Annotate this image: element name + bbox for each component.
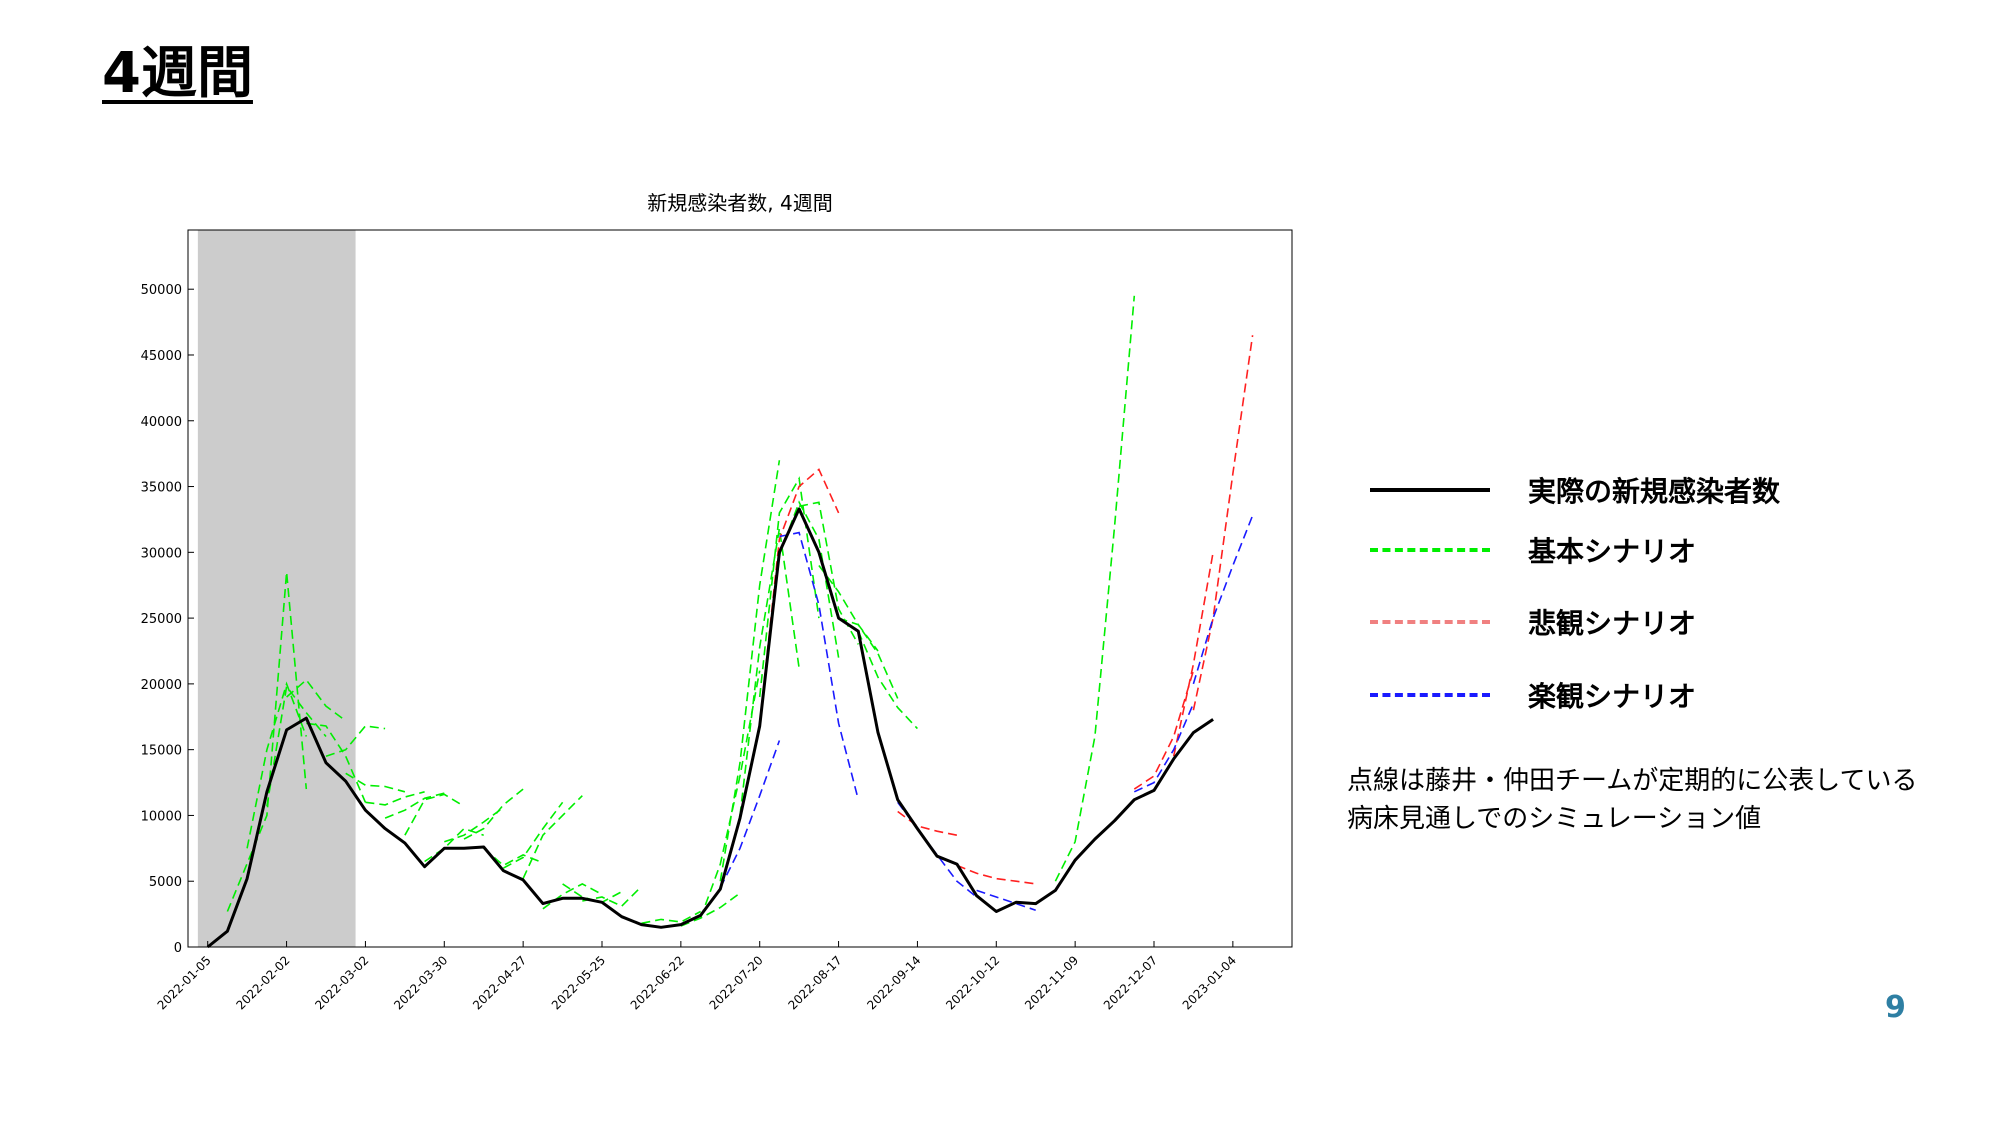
legend-item-actual: 実際の新規感染者数 (1370, 470, 1780, 510)
legend-item-basic: 基本シナリオ (1370, 530, 1696, 570)
y-tick-label: 35000 (141, 481, 182, 496)
series-pessimistic (1133, 670, 1195, 790)
y-tick-label: 15000 (141, 744, 182, 759)
y-tick-label: 0 (174, 941, 182, 956)
series-basic (404, 793, 465, 836)
legend-item-pessimistic: 悲観シナリオ (1370, 602, 1696, 642)
x-tick-label: 2022-08-17 (785, 953, 844, 1012)
y-tick-label: 50000 (141, 283, 182, 298)
series-basic (758, 476, 820, 698)
note-line-1: 点線は藤井・仲田チームが定期的に公表している (1347, 766, 1918, 796)
series-pessimistic (758, 468, 840, 724)
legend-label-actual: 実際の新規感染者数 (1528, 475, 1781, 508)
series-optimistic (976, 889, 1036, 911)
y-tick-label: 40000 (141, 415, 182, 430)
x-tick-label: 2022-01-05 (155, 953, 214, 1012)
series-basic (719, 460, 781, 882)
series-basic (503, 801, 564, 869)
series-basic (483, 847, 544, 867)
x-tick-label: 2022-03-30 (391, 953, 450, 1012)
series-basic (384, 792, 445, 819)
series-pessimistic (1172, 552, 1214, 757)
y-tick-label: 20000 (141, 678, 182, 693)
x-tick-label: 2022-09-14 (864, 953, 923, 1012)
series-basic (582, 885, 642, 908)
plot-frame (187, 229, 1293, 948)
series-pessimistic (1192, 335, 1254, 711)
legend-label-basic: 基本シナリオ (1528, 535, 1697, 568)
series-optimistic (779, 531, 860, 800)
series-basic (365, 791, 425, 806)
series-basic (226, 572, 308, 912)
series-basic (798, 501, 859, 645)
series-optimistic (1133, 703, 1195, 793)
series-pessimistic (897, 810, 958, 836)
series-basic (522, 795, 583, 879)
series-basic (641, 910, 701, 925)
x-tick-label: 2022-04-27 (470, 953, 529, 1012)
x-tick-label: 2022-02-02 (233, 953, 292, 1012)
chart-title: 新規感染者数, 4週間 (647, 191, 832, 215)
series-basic (286, 678, 347, 722)
legend-label-pessimistic: 悲観シナリオ (1528, 607, 1697, 640)
series-basic (266, 684, 327, 807)
y-tick-label: 25000 (141, 612, 182, 627)
x-tick-label: 2022-05-25 (549, 953, 608, 1012)
y-tick-label: 5000 (149, 875, 182, 890)
series-basic (818, 565, 879, 652)
series-optimistic (719, 740, 781, 889)
series-basic (444, 806, 504, 843)
series-pessimistic (956, 864, 1036, 885)
y-tick-label: 30000 (141, 546, 182, 561)
series-basic (345, 772, 406, 793)
series-basic (739, 528, 800, 816)
note-line-2: 病床見通しでのシミュレーション値 (1347, 804, 1762, 834)
series-basic (246, 681, 308, 849)
y-tick-label: 45000 (141, 349, 182, 364)
x-tick-label: 2022-03-02 (312, 953, 371, 1012)
series-basic (1054, 295, 1136, 882)
legend-item-optimistic: 楽観シナリオ (1370, 675, 1696, 715)
note-text: 点線は藤井・仲田チームが定期的に公表している 病床見通しでのシミュレーション値 (1347, 762, 1987, 838)
series-basic (699, 670, 761, 919)
x-tick-label: 2023-01-04 (1180, 953, 1239, 1012)
x-tick-label: 2022-06-22 (628, 953, 687, 1012)
legend-label-optimistic: 楽観シナリオ (1528, 680, 1697, 713)
x-tick-label: 2022-12-07 (1101, 953, 1160, 1012)
x-tick-label: 2022-07-20 (707, 953, 766, 1012)
y-tick-label: 10000 (141, 809, 182, 824)
page-number: 9 (1885, 990, 1906, 1025)
series-actual (206, 507, 1214, 949)
series-basic (857, 630, 918, 730)
series-basic (424, 827, 484, 863)
slide-title: 4週間 (102, 41, 253, 106)
x-tick-label: 2022-11-09 (1022, 953, 1081, 1012)
series-basic (680, 892, 741, 927)
shaded-period (197, 230, 356, 947)
series-optimistic (1192, 515, 1254, 685)
series-basic (542, 882, 603, 910)
x-tick-label: 2022-10-12 (943, 953, 1002, 1012)
series-basic (325, 725, 386, 757)
